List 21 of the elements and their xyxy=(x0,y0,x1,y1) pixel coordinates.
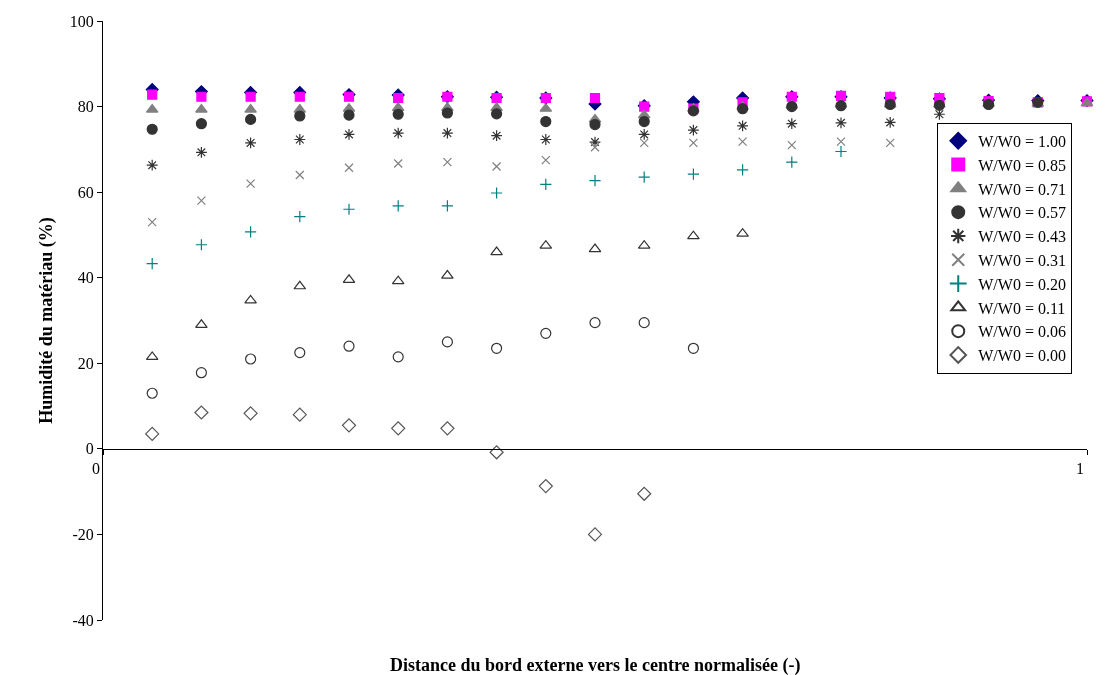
y-tick-label: -40 xyxy=(72,611,94,629)
legend-label: W/W0 = 0.20 xyxy=(978,275,1066,293)
y-tick-label: 20 xyxy=(77,354,94,372)
legend-label: W/W0 = 0.00 xyxy=(978,347,1066,365)
y-tick-label: 80 xyxy=(77,98,94,116)
y-tick-label: 100 xyxy=(69,12,94,30)
legend-label: W/W0 = 1.00 xyxy=(978,132,1066,150)
legend-label: W/W0 = 0.06 xyxy=(978,323,1066,341)
x-tick-label: 1 xyxy=(1076,460,1084,478)
legend-label: W/W0 = 0.71 xyxy=(978,180,1066,198)
y-tick-label: 60 xyxy=(77,183,94,201)
legend-label: W/W0 = 0.57 xyxy=(978,204,1066,222)
y-tick-label: 40 xyxy=(77,269,94,287)
x-axis-title: Distance du bord externe vers le centre normalisée (-) xyxy=(390,655,801,675)
y-tick-label: -20 xyxy=(72,526,94,544)
y-axis-title: Humidité du matériau (%) xyxy=(36,217,57,424)
legend-label: W/W0 = 0.11 xyxy=(978,299,1066,317)
legend-label: W/W0 = 0.85 xyxy=(978,156,1066,174)
legend-label: W/W0 = 0.31 xyxy=(978,251,1066,269)
legend-label: W/W0 = 0.43 xyxy=(978,228,1066,246)
y-tick-label: 0 xyxy=(85,440,94,458)
